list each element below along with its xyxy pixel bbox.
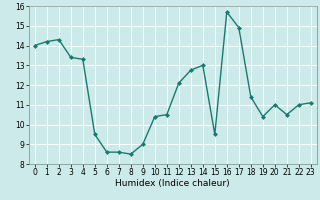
X-axis label: Humidex (Indice chaleur): Humidex (Indice chaleur) [116, 179, 230, 188]
